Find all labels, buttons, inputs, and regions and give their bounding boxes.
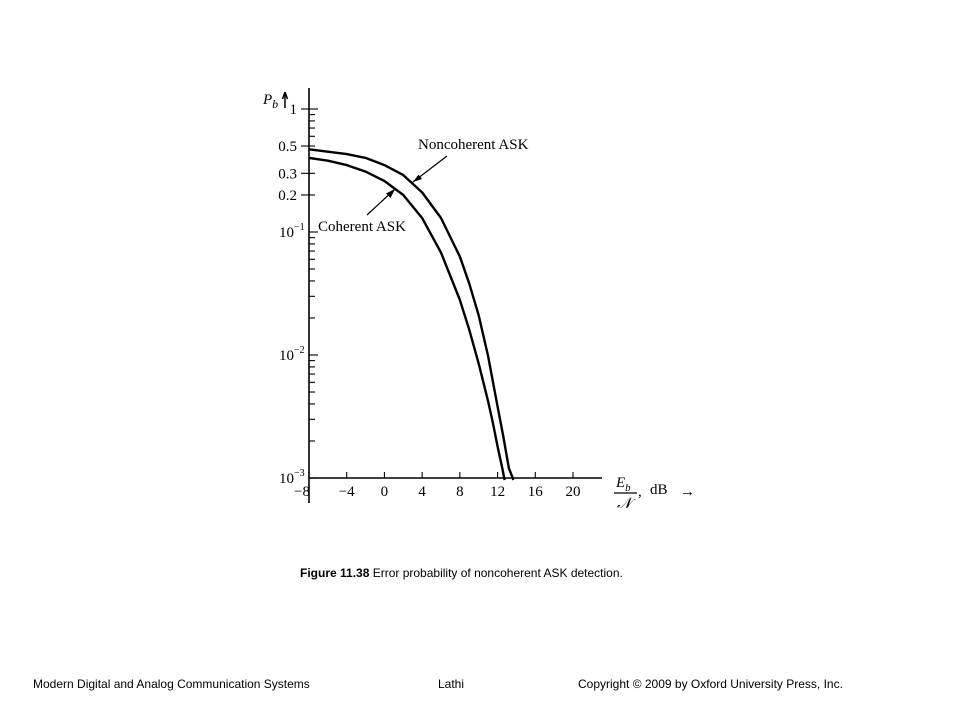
y-decade-base: 10 [279,348,294,364]
annotation-noncoherent-arrowhead-icon [413,174,422,182]
y-axis-arrow-icon [281,91,289,108]
x-axis-title-num-sub: b [625,482,631,494]
footer-author: Lathi [438,677,465,691]
x-tick-label: −8 [294,484,310,500]
footer-book-title: Modern Digital and Analog Communication … [33,677,310,691]
y-decade-base: 10 [279,225,294,241]
y-axis-title: Pb [262,92,278,111]
figure-caption: Figure 11.38 Error probability of noncoh… [300,566,623,580]
x-tick-label: −4 [339,484,355,500]
y-decade-label: 10−3 [279,468,305,487]
y-axis-title-sub: b [272,97,278,111]
y-axis-title-main: P [262,92,272,108]
x-tick-label: 12 [490,484,505,500]
x-axis-title-numerator: Eb [615,475,631,494]
x-axis-title: Eb 𝒩 , dB → [614,475,695,512]
axes [281,88,602,503]
curves [308,148,515,481]
x-tick-label: 0 [381,484,389,500]
y-tick-label: 1 [290,102,298,118]
x-axis-title-denominator: 𝒩 [617,496,636,512]
y-decade-exponent: −3 [294,468,305,479]
y-ticks: 10.50.30.210−110−210−3 [278,102,318,487]
annotation-noncoherent: Noncoherent ASK [412,137,529,183]
coherent-ask-curve [308,156,506,481]
y-tick-label: 0.2 [278,188,297,204]
noncoherent-ask-curve [308,148,515,481]
x-axis-title-num-main: E [615,475,625,491]
x-ticks: −8 −4 0 4 8 12 16 20 [294,472,581,500]
y-decade-label: 10−2 [279,345,305,364]
y-tick-label: 0.5 [278,139,297,155]
y-tick-label: 0.3 [278,166,297,182]
annotation-noncoherent-label: Noncoherent ASK [418,137,529,153]
x-tick-label: 8 [456,484,464,500]
x-axis-title-arrow: → [680,484,695,500]
x-tick-label: 20 [566,484,581,500]
figure-caption-number: Figure 11.38 [300,566,370,580]
figure-caption-text: Error probability of noncoherent ASK det… [369,566,623,580]
y-decade-exponent: −2 [294,345,305,356]
x-axis-title-comma: , [638,484,642,500]
x-axis-title-unit: dB [650,482,668,498]
annotation-coherent-label: Coherent ASK [318,219,406,235]
y-decade-label: 10−1 [279,222,305,241]
x-tick-label: 4 [418,484,426,500]
y-decade-exponent: −1 [294,222,305,233]
x-tick-label: 16 [528,484,544,500]
annotation-coherent: Coherent ASK [318,188,406,235]
footer-copyright: Copyright © 2009 by Oxford University Pr… [578,677,843,691]
y-decade-base: 10 [279,471,294,487]
annotation-coherent-arrowhead-icon [386,189,395,198]
